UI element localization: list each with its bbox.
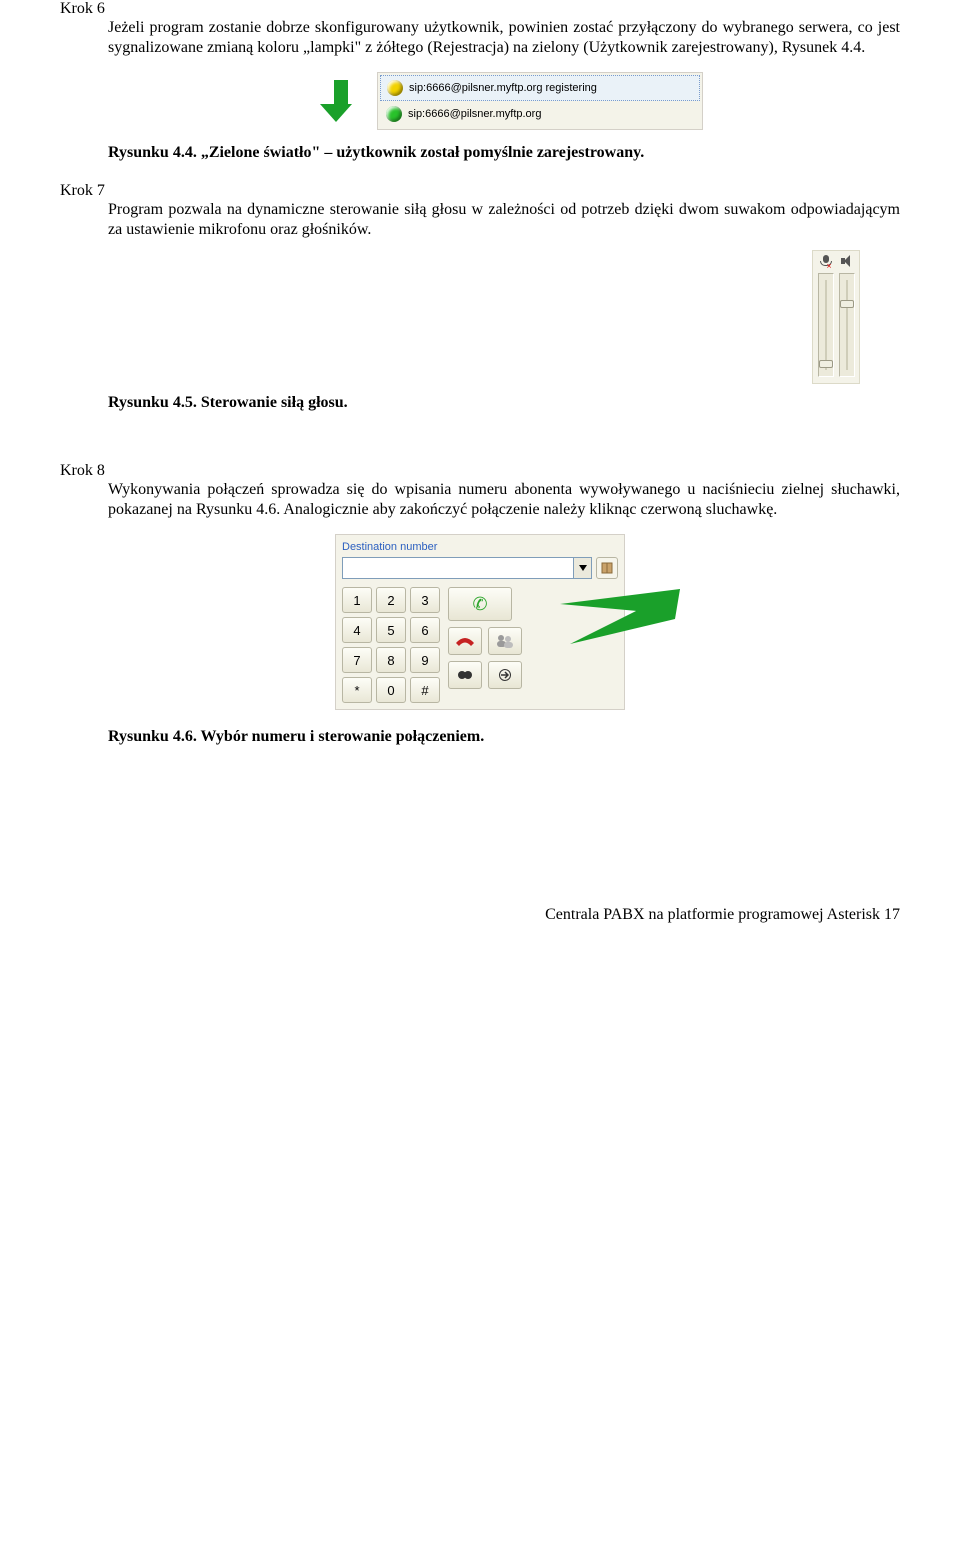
mic-slider-thumb[interactable] <box>819 360 833 368</box>
conference-button[interactable] <box>488 627 522 655</box>
people-icon <box>496 634 514 648</box>
status-orb-yellow <box>387 80 403 96</box>
destination-dropdown[interactable] <box>574 557 592 579</box>
volume-sliders-widget: × <box>812 250 860 384</box>
speaker-slider[interactable] <box>839 273 855 377</box>
keypad-key-8[interactable]: 8 <box>376 647 406 673</box>
mic-muted-icon: × <box>820 255 832 269</box>
step6-label: Krok 6 <box>60 0 900 18</box>
fig46: Destination number 123 456 789 *0# <box>60 534 900 710</box>
keypad-key-#[interactable]: # <box>410 677 440 703</box>
step8-text: Wykonywania połączeń sprowadza się do wp… <box>60 480 900 520</box>
fig45-caption: Rysunku 4.5. Sterowanie siłą głosu. <box>60 394 900 412</box>
sip-status-widget: sip:6666@pilsner.myftp.org registering s… <box>377 72 703 130</box>
phone-down-icon <box>454 635 476 647</box>
book-icon <box>601 562 613 574</box>
phone-up-icon: ✆ <box>472 594 487 615</box>
transfer-button[interactable] <box>488 661 522 689</box>
keypad-key-7[interactable]: 7 <box>342 647 372 673</box>
keypad-key-9[interactable]: 9 <box>410 647 440 673</box>
record-icon <box>457 669 473 681</box>
sip-row-registered: sip:6666@pilsner.myftp.org <box>380 101 700 127</box>
keypad-key-5[interactable]: 5 <box>376 617 406 643</box>
step6-text: Jeżeli program zostanie dobrze skonfigur… <box>60 18 900 58</box>
fig45: × <box>60 250 900 384</box>
hangup-button[interactable] <box>448 627 482 655</box>
keypad-key-3[interactable]: 3 <box>410 587 440 613</box>
page-footer: Centrala PABX na platformie programowej … <box>60 766 900 924</box>
keypad-key-4[interactable]: 4 <box>342 617 372 643</box>
destination-label: Destination number <box>342 541 618 553</box>
favorites-button[interactable] <box>596 557 618 579</box>
fig44: sip:6666@pilsner.myftp.org registering s… <box>60 72 900 130</box>
keypad-key-0[interactable]: 0 <box>376 677 406 703</box>
fig44-caption: Rysunku 4.4. „Zielone światło" – użytkow… <box>60 144 900 162</box>
speaker-icon <box>841 255 853 267</box>
record-button[interactable] <box>448 661 482 689</box>
keypad-key-6[interactable]: 6 <box>410 617 440 643</box>
keypad-key-1[interactable]: 1 <box>342 587 372 613</box>
keypad-key-*[interactable]: * <box>342 677 372 703</box>
down-arrow-icon <box>329 80 352 122</box>
sip-text-registered: sip:6666@pilsner.myftp.org <box>408 108 541 120</box>
destination-input[interactable] <box>342 557 574 579</box>
step7-text: Program pozwala na dynamiczne sterowanie… <box>60 200 900 240</box>
arrow-right-icon <box>497 669 513 681</box>
fig46-caption: Rysunku 4.6. Wybór numeru i sterowanie p… <box>60 728 900 746</box>
sip-row-registering: sip:6666@pilsner.myftp.org registering <box>380 75 700 101</box>
step8-label: Krok 8 <box>60 462 900 480</box>
status-orb-green <box>386 106 402 122</box>
step7-label: Krok 7 <box>60 182 900 200</box>
speaker-slider-thumb[interactable] <box>840 300 854 308</box>
mic-slider[interactable] <box>818 273 834 377</box>
dialer-widget: Destination number 123 456 789 *0# <box>335 534 625 710</box>
call-button[interactable]: ✆ <box>448 587 512 621</box>
sip-text-registering: sip:6666@pilsner.myftp.org registering <box>409 82 597 94</box>
keypad-key-2[interactable]: 2 <box>376 587 406 613</box>
